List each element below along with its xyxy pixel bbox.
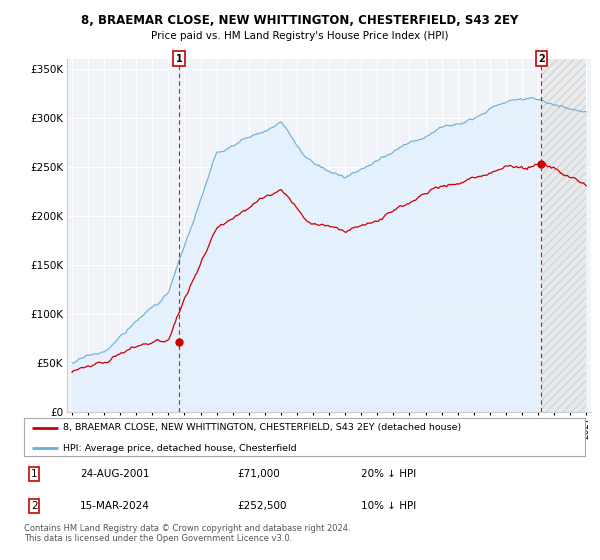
Text: 1: 1 xyxy=(175,54,182,64)
Text: 15-MAR-2024: 15-MAR-2024 xyxy=(80,501,150,511)
Text: 10% ↓ HPI: 10% ↓ HPI xyxy=(361,501,416,511)
Text: Contains HM Land Registry data © Crown copyright and database right 2024.
This d: Contains HM Land Registry data © Crown c… xyxy=(24,524,350,543)
Text: 8, BRAEMAR CLOSE, NEW WHITTINGTON, CHESTERFIELD, S43 2EY: 8, BRAEMAR CLOSE, NEW WHITTINGTON, CHEST… xyxy=(82,14,518,27)
Text: Price paid vs. HM Land Registry's House Price Index (HPI): Price paid vs. HM Land Registry's House … xyxy=(151,31,449,41)
Text: 2: 2 xyxy=(31,501,37,511)
Text: £71,000: £71,000 xyxy=(237,469,280,479)
Text: £252,500: £252,500 xyxy=(237,501,287,511)
Text: 20% ↓ HPI: 20% ↓ HPI xyxy=(361,469,416,479)
Text: 1: 1 xyxy=(31,469,37,479)
Text: 2: 2 xyxy=(538,54,545,64)
Text: 8, BRAEMAR CLOSE, NEW WHITTINGTON, CHESTERFIELD, S43 2EY (detached house): 8, BRAEMAR CLOSE, NEW WHITTINGTON, CHEST… xyxy=(63,423,461,432)
Text: HPI: Average price, detached house, Chesterfield: HPI: Average price, detached house, Ches… xyxy=(63,444,297,452)
Text: 24-AUG-2001: 24-AUG-2001 xyxy=(80,469,149,479)
